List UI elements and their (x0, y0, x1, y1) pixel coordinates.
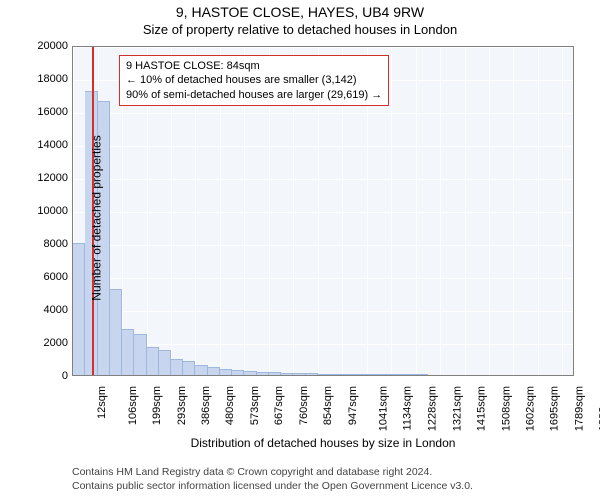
footer-line-2: Contains public sector information licen… (72, 479, 473, 493)
histogram-bar (367, 374, 379, 375)
histogram-bar (195, 365, 207, 375)
histogram-bar (232, 370, 244, 375)
x-tick-label: 1602sqm (524, 386, 536, 431)
grid-line-h (73, 344, 573, 345)
footer-line-1: Contains HM Land Registry data © Crown c… (72, 465, 473, 479)
histogram-bar (330, 374, 342, 375)
histogram-bar (293, 373, 305, 375)
y-tick-label: 14000 (28, 139, 68, 151)
histogram-bar (122, 329, 134, 375)
histogram-bar (159, 350, 171, 375)
x-tick-label: 480sqm (225, 386, 237, 425)
x-tick-label: 293sqm (176, 386, 188, 425)
y-tick-label: 16000 (28, 106, 68, 118)
y-tick-label: 20000 (28, 40, 68, 52)
grid-line-h (73, 278, 573, 279)
x-tick-label: 947sqm (347, 386, 359, 425)
x-tick-label: 386sqm (200, 386, 212, 425)
histogram-bar (342, 374, 354, 375)
histogram-bar (171, 359, 183, 376)
y-axis-label: Number of detached properties (90, 135, 104, 300)
grid-line-v (416, 47, 417, 375)
x-tick-label: 1041sqm (378, 386, 390, 431)
x-tick-label: 1508sqm (500, 386, 512, 431)
y-tick-label: 18000 (28, 73, 68, 85)
histogram-bar (355, 374, 367, 375)
histogram-bar (244, 371, 256, 375)
annotation-line-3: 90% of semi-detached houses are larger (… (126, 88, 382, 102)
x-tick-label: 1789sqm (573, 386, 585, 431)
histogram-bar (208, 367, 220, 375)
y-tick-label: 6000 (28, 271, 68, 283)
histogram-bar (110, 289, 122, 375)
x-tick-label: 106sqm (127, 386, 139, 425)
grid-line-v (465, 47, 466, 375)
grid-line-h (73, 245, 573, 246)
histogram-bar (257, 372, 269, 375)
histogram-bar (379, 374, 391, 375)
y-tick-label: 12000 (28, 172, 68, 184)
reference-annotation: 9 HASTOE CLOSE: 84sqm ← 10% of detached … (119, 55, 389, 106)
histogram-bar (391, 374, 403, 375)
grid-line-v (513, 47, 514, 375)
grid-line-h (73, 212, 573, 213)
x-tick-label: 1695sqm (549, 386, 561, 431)
y-tick-label: 2000 (28, 337, 68, 349)
grid-line-v (489, 47, 490, 375)
grid-line-v (440, 47, 441, 375)
grid-line-h (73, 113, 573, 114)
histogram-bar (416, 374, 428, 375)
grid-line-h (73, 146, 573, 147)
y-tick-label: 8000 (28, 238, 68, 250)
grid-line-h (73, 311, 573, 312)
x-tick-label: 667sqm (274, 386, 286, 425)
x-tick-label: 199sqm (151, 386, 163, 425)
histogram-bar (404, 374, 416, 375)
x-tick-label: 12sqm (96, 386, 108, 419)
histogram-bar (281, 373, 293, 375)
annotation-line-1: 9 HASTOE CLOSE: 84sqm (126, 59, 382, 73)
grid-line-h (73, 377, 573, 378)
grid-line-v (562, 47, 563, 375)
annotation-line-2: ← 10% of detached houses are smaller (3,… (126, 73, 382, 87)
y-tick-label: 10000 (28, 205, 68, 217)
x-tick-label: 1321sqm (451, 386, 463, 431)
histogram-bar (73, 243, 85, 375)
grid-line-v (391, 47, 392, 375)
histogram-bar (220, 369, 232, 375)
y-tick-label: 4000 (28, 304, 68, 316)
histogram-bar (306, 373, 318, 375)
x-tick-label: 1415sqm (475, 386, 487, 431)
grid-line-v (538, 47, 539, 375)
footer-attribution: Contains HM Land Registry data © Crown c… (72, 465, 473, 493)
x-tick-label: 1134sqm (401, 386, 413, 430)
grid-line-h (73, 179, 573, 180)
x-tick-label: 1228sqm (427, 386, 439, 431)
y-tick-label: 0 (28, 370, 68, 382)
histogram-bar (147, 347, 159, 375)
chart-subtitle: Size of property relative to detached ho… (0, 20, 600, 41)
histogram-bar (183, 361, 195, 375)
x-tick-label: 573sqm (249, 386, 261, 425)
x-tick-label: 760sqm (298, 386, 310, 425)
histogram-bar (269, 372, 281, 375)
grid-line-h (73, 47, 573, 48)
histogram-bar (134, 334, 146, 375)
x-axis-label: Distribution of detached houses by size … (72, 436, 574, 450)
x-tick-label: 854sqm (323, 386, 335, 425)
chart-title: 9, HASTOE CLOSE, HAYES, UB4 9RW (0, 0, 600, 20)
histogram-bar (318, 374, 330, 375)
